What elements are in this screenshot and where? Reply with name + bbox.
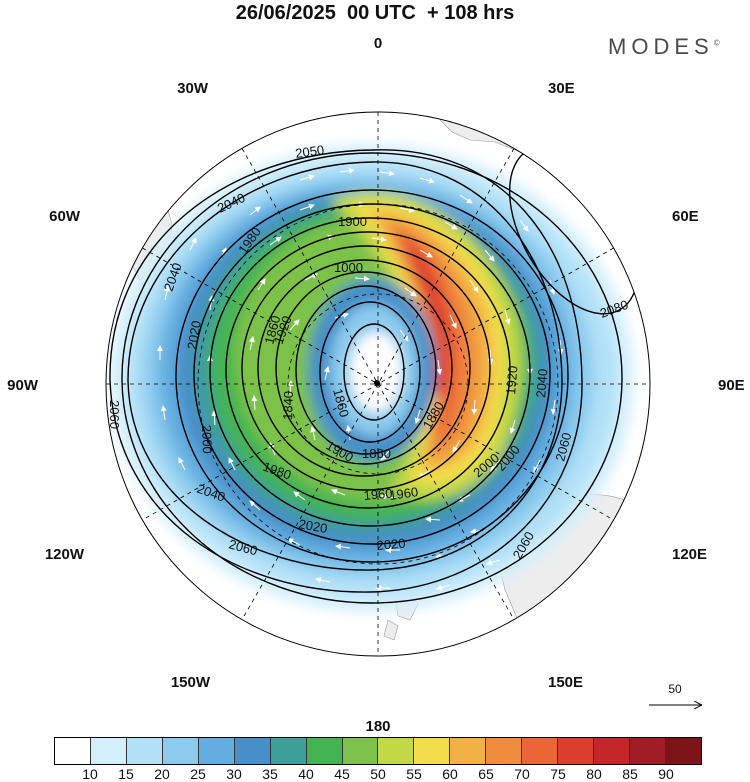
lon-label-90w: 90W <box>7 377 39 394</box>
colorbar-swatch <box>55 738 91 764</box>
contour-label: 1860 <box>362 446 391 461</box>
height-contours <box>109 145 640 604</box>
lon-label-150e: 150E <box>548 674 583 691</box>
colorbar-swatch <box>162 738 199 764</box>
lon-label-30e: 30E <box>548 80 575 97</box>
colorbar-tick-label: 45 <box>334 766 350 782</box>
colorbar-tick-label: 70 <box>514 766 530 782</box>
colorbar-tick-label: 55 <box>406 766 422 782</box>
colorbar-tick-label: 90 <box>658 766 674 782</box>
colorbar-swatch <box>270 738 307 764</box>
colorbar-swatch <box>450 738 487 764</box>
reference-arrow <box>649 682 705 712</box>
colorbar-tick-label: 50 <box>370 766 386 782</box>
colorbar-swatch <box>198 738 235 764</box>
chart-title: 26/06/2025 00 UTC + 108 hrs <box>235 2 515 24</box>
modes-logo: MODES© <box>608 34 720 60</box>
contour-label: 2040 <box>533 368 550 398</box>
contour-label: 2020 <box>184 319 204 350</box>
contour-label: 1960 <box>363 486 393 503</box>
lon-label-120e: 120E <box>672 546 707 563</box>
colorbar-tick-label: 65 <box>478 766 494 782</box>
contour-label: 2060 <box>552 431 574 463</box>
colorbar-swatch <box>486 738 523 764</box>
contour-label: 2060 <box>227 536 259 558</box>
contour-label: 2050 <box>294 142 325 161</box>
colorbar-labels: 10 15 20 25 30 35 40 45 50 55 60 65 70 75 80 85 90 <box>54 766 702 782</box>
contour-label: 1840 <box>280 391 296 420</box>
contour-label: 1000 <box>334 260 363 275</box>
colorbar-swatch <box>522 738 559 764</box>
contour-label: 1920 <box>503 365 520 395</box>
colorbar-tick-label: 10 <box>82 766 98 782</box>
contour-label-group: 2050 2040 1900 1000 2040 1980 2020 1920 … <box>107 142 630 561</box>
colorbar-tick-label: 20 <box>154 766 170 782</box>
lon-label-30w: 30W <box>177 80 209 97</box>
colorbar-tick-label: 30 <box>226 766 242 782</box>
colorbar-swatch <box>665 738 701 764</box>
colorbar-swatch <box>414 738 451 764</box>
colorbar-tick-label: 35 <box>262 766 278 782</box>
colorbar-swatch <box>234 738 271 764</box>
contour-label: 2060 <box>107 400 122 429</box>
lon-label-150w: 150W <box>171 674 211 691</box>
colorbar-swatch <box>558 738 595 764</box>
south-pole-marker <box>374 380 380 386</box>
madagascar-land <box>621 179 641 229</box>
contour-label: 1960 <box>388 484 419 503</box>
reference-vector-label: 50 <box>668 682 682 696</box>
colorbar-swatch <box>630 738 666 764</box>
contour-label: 2020 <box>297 516 328 536</box>
lon-label-180: 180 <box>365 718 390 735</box>
colorbar-swatch <box>342 738 379 764</box>
colorbar-tick-label: 85 <box>622 766 638 782</box>
contour-label: 1860 <box>330 387 352 419</box>
logo-mark: © <box>713 38 720 48</box>
colorbar <box>54 737 702 765</box>
colorbar-swatch <box>90 738 127 764</box>
logo-text: MODES <box>608 34 714 59</box>
longitude-labels: 0 30E 60E 90E 120E 150E 180 150W 120W 90… <box>7 35 745 735</box>
colorbar-swatch <box>126 738 163 764</box>
contour-label: 1900 <box>338 214 367 229</box>
map-disk <box>105 111 651 657</box>
colorbar-tick-label: 40 <box>298 766 314 782</box>
colorbar-tick-label: 25 <box>190 766 206 782</box>
contour-label: 2000 <box>199 425 215 454</box>
lon-label-120w: 120W <box>45 546 85 563</box>
contour-label: 1860 <box>261 314 283 346</box>
colorbar-swatch <box>306 738 343 764</box>
lon-label-0: 0 <box>374 35 382 52</box>
polar-map: 2050 2040 1900 1000 2040 1980 2020 1920 … <box>7 35 745 735</box>
colorbar-tick-label: 75 <box>550 766 566 782</box>
colorbar-tick-label: 60 <box>442 766 458 782</box>
contour-label: 2020 <box>376 536 406 553</box>
reference-vector: 50 <box>645 682 705 712</box>
lon-label-60e: 60E <box>672 208 699 225</box>
lon-label-60w: 60W <box>49 208 81 225</box>
colorbar-swatch <box>594 738 630 764</box>
colorbar-tick-label: 80 <box>586 766 602 782</box>
lon-label-90e: 90E <box>718 377 745 394</box>
colorbar-swatch <box>378 738 415 764</box>
wind-speed-shading <box>110 144 634 612</box>
colorbar-tick-label: 15 <box>118 766 134 782</box>
